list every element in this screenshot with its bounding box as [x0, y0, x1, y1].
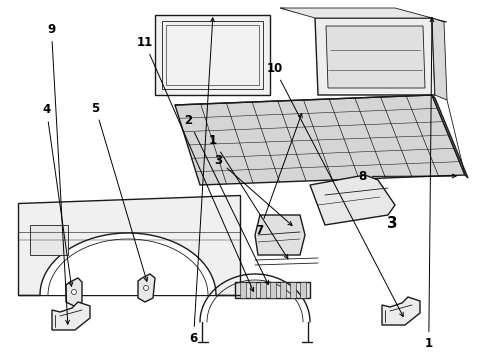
Polygon shape [175, 95, 465, 185]
Text: 1: 1 [425, 18, 434, 350]
Polygon shape [280, 282, 286, 298]
Polygon shape [30, 225, 68, 255]
Polygon shape [280, 8, 447, 22]
Polygon shape [310, 175, 395, 225]
Text: 10: 10 [266, 62, 403, 316]
Text: 8: 8 [359, 170, 456, 183]
Polygon shape [432, 95, 468, 178]
Polygon shape [235, 282, 310, 298]
Circle shape [144, 285, 148, 291]
Text: 4: 4 [43, 103, 73, 286]
Polygon shape [260, 282, 266, 298]
Polygon shape [18, 195, 240, 295]
Text: 5: 5 [92, 102, 147, 281]
Polygon shape [155, 15, 270, 95]
Text: 2: 2 [185, 114, 269, 284]
Polygon shape [138, 274, 155, 302]
Text: 11: 11 [136, 36, 254, 292]
Polygon shape [66, 278, 82, 306]
Text: 1: 1 [209, 134, 288, 259]
Text: 7: 7 [256, 114, 302, 237]
Polygon shape [432, 18, 447, 100]
Polygon shape [280, 8, 432, 18]
Polygon shape [18, 233, 240, 295]
Text: 3: 3 [214, 154, 292, 225]
Text: 3: 3 [387, 216, 397, 231]
Text: 9: 9 [48, 23, 70, 324]
Polygon shape [315, 18, 435, 95]
Polygon shape [52, 302, 90, 330]
Polygon shape [300, 282, 306, 298]
Text: 6: 6 [190, 18, 215, 345]
Circle shape [72, 289, 76, 294]
Polygon shape [326, 26, 425, 88]
Polygon shape [250, 282, 256, 298]
Polygon shape [255, 215, 305, 255]
Polygon shape [382, 297, 420, 325]
Polygon shape [290, 282, 296, 298]
Polygon shape [270, 282, 276, 298]
Polygon shape [240, 282, 246, 298]
